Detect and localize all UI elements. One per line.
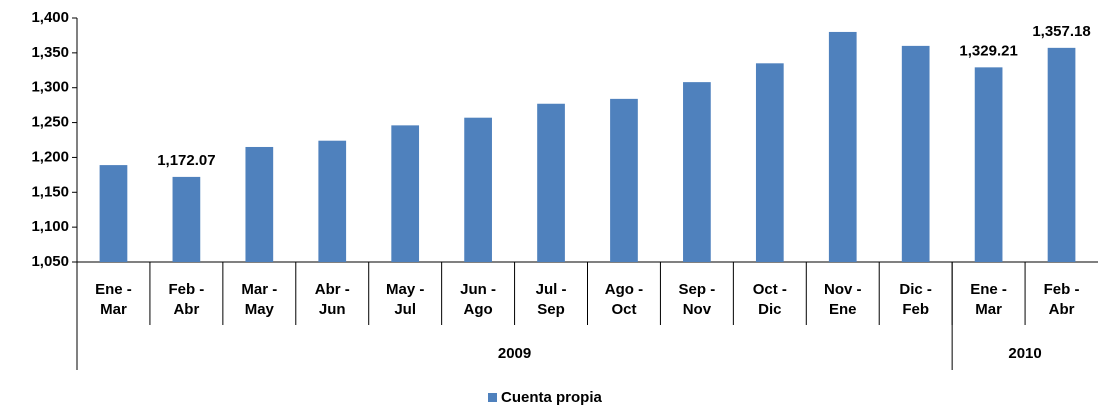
y-tick-label: 1,050	[31, 253, 69, 270]
y-tick-label: 1,200	[31, 148, 69, 165]
x-tick-label: May - Jul	[386, 281, 425, 318]
bar	[828, 31, 857, 263]
bar	[172, 176, 201, 262]
bar	[99, 165, 128, 262]
y-tick-label: 1,400	[31, 9, 69, 26]
x-tick-label: Oct - Dic	[752, 281, 787, 318]
x-tick-label: Ene - Mar	[95, 281, 132, 318]
bar	[974, 67, 1003, 263]
x-tick-label: Mar - May	[241, 281, 278, 318]
y-tick-label: 1,350	[31, 44, 69, 61]
x-tick-label: Feb - Abr	[168, 281, 205, 318]
bar	[537, 103, 565, 263]
bar	[755, 63, 784, 262]
bar	[318, 140, 347, 262]
bar	[683, 82, 711, 262]
x-tick-label: Jun - Ago	[460, 281, 497, 318]
bar	[464, 117, 492, 262]
x-tick-label: Sep - Nov	[678, 281, 716, 318]
x-tick-label: Jul - Sep	[535, 281, 567, 318]
x-tick-label: Abr - Jun	[314, 281, 350, 318]
data-label: 1,329.21	[959, 42, 1017, 59]
x-tick-label: Nov - Ene	[824, 281, 862, 318]
bar	[245, 146, 274, 262]
legend-label: Cuenta propia	[501, 389, 602, 406]
y-tick-label: 1,300	[31, 79, 69, 96]
x-tick-label: Feb - Abr	[1043, 281, 1080, 318]
y-tick-label: 1,250	[31, 114, 69, 131]
y-tick-label: 1,100	[31, 218, 69, 235]
bar	[391, 125, 420, 262]
bar	[610, 98, 638, 263]
bar	[1047, 47, 1076, 263]
bar	[901, 45, 930, 263]
legend-swatch	[488, 393, 497, 402]
x-tick-label: Ene - Mar	[970, 281, 1007, 318]
group-label: 2010	[1008, 345, 1041, 362]
data-label: 1,172.07	[157, 152, 215, 169]
y-tick-label: 1,150	[31, 183, 69, 200]
data-label: 1,357.18	[1032, 23, 1090, 40]
x-tick-label: Dic - Feb	[899, 281, 932, 318]
x-tick-label: Ago - Oct	[604, 281, 644, 318]
group-label: 2009	[498, 345, 531, 362]
